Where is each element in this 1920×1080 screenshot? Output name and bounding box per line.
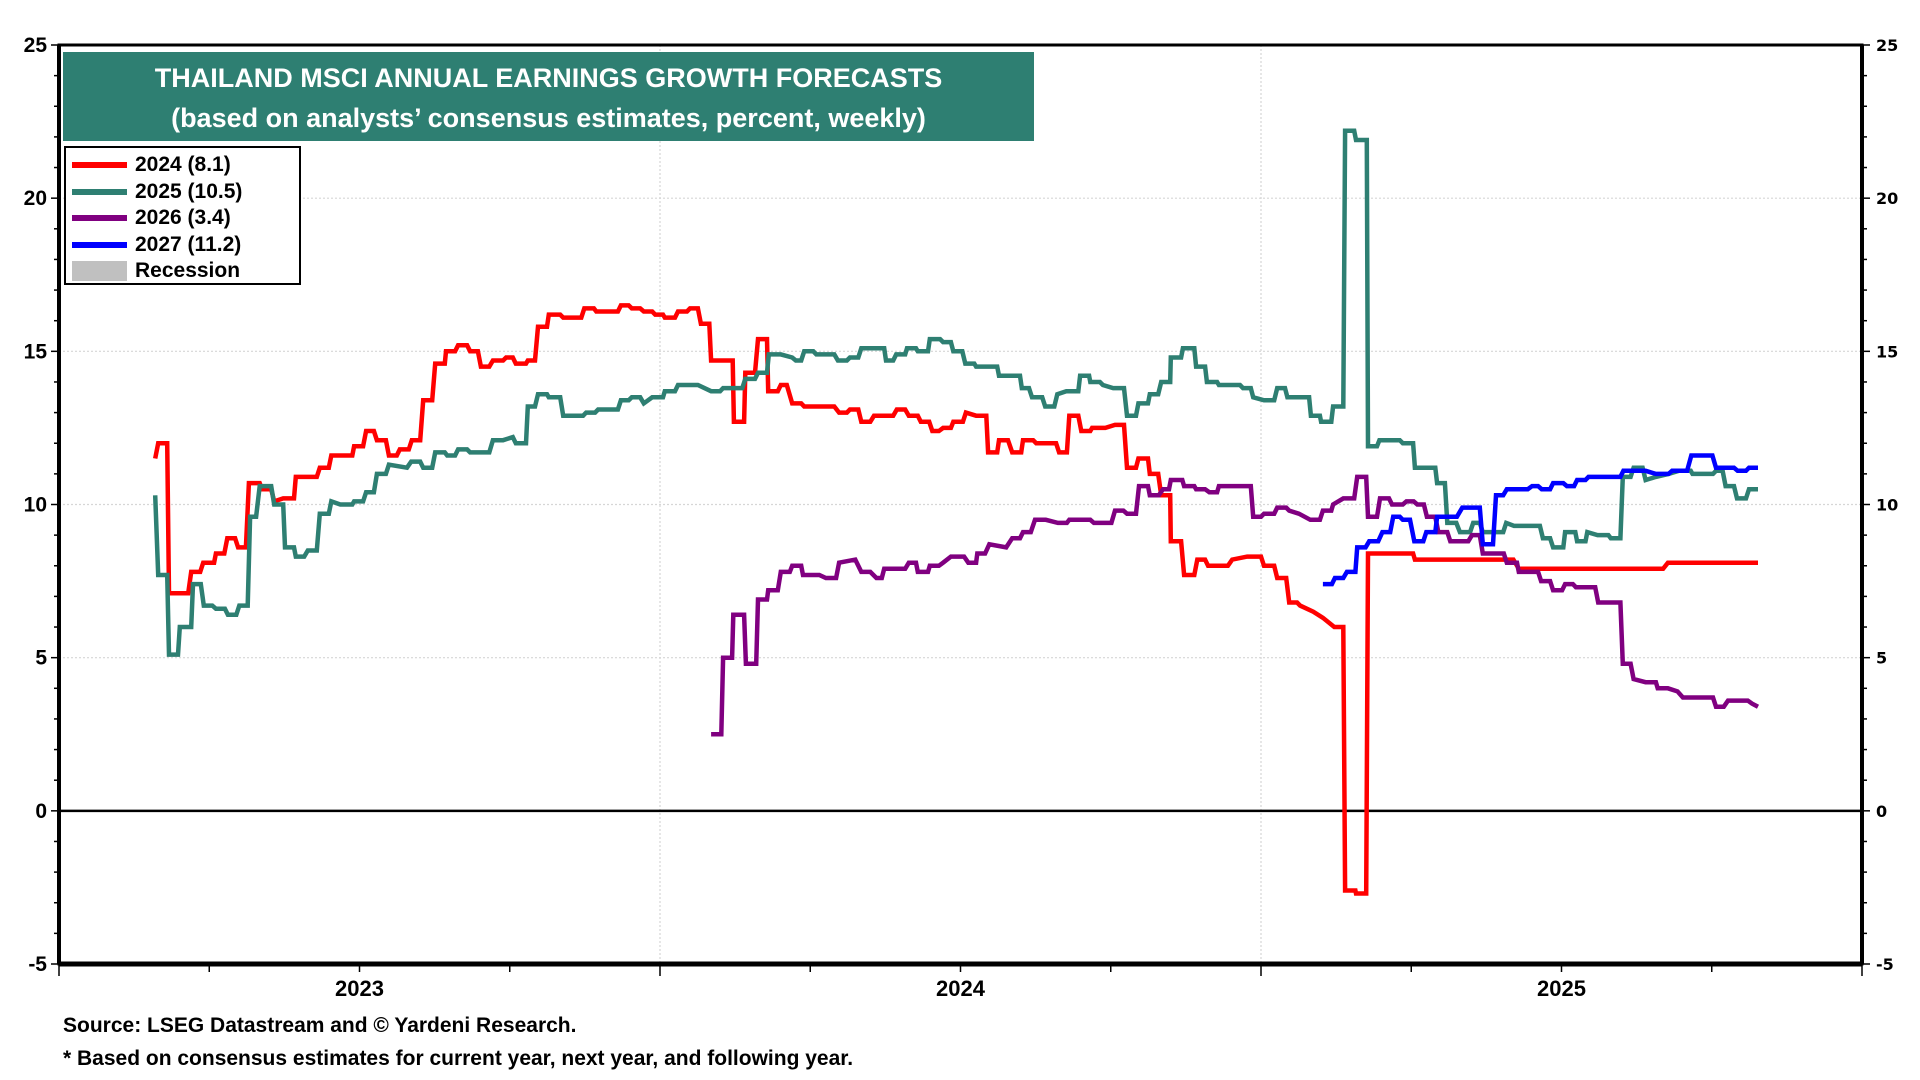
y-tick-label-right: 0 [1876,802,1887,821]
y-tick-label-right: -5 [1876,955,1894,974]
y-tick-label-right: 25 [1876,36,1898,55]
y-tick-label-right: 20 [1876,189,1898,208]
series-line-2026 [711,474,1760,737]
y-tick-label-right: 15 [1876,342,1898,361]
chart-title: THAILAND MSCI ANNUAL EARNINGS GROWTH FOR… [154,63,943,93]
legend-swatch-2026 [72,215,127,222]
legend-item-2026: 2026 (3.4) [72,205,299,232]
legend-swatch-2024 [72,162,127,169]
series-line-2027 [1322,453,1758,587]
legend-label-2025: 2025 (10.5) [135,179,243,203]
legend: 2024 (8.1) 2025 (10.5) 2026 (3.4) 2027 (… [64,146,301,285]
legend-label-2027: 2027 (11.2) [135,232,242,256]
y-tick-label-left: 15 [24,340,48,363]
y-tick-label-left: 0 [35,800,47,823]
series-line-2024 [152,303,1758,896]
x-tick-label-2023: 2023 [335,976,384,1001]
legend-item-recession: Recession [72,258,299,285]
x-tick-label-2024: 2024 [936,976,986,1001]
y-tick-label-right: 10 [1876,496,1898,515]
y-tick-label-left: 5 [35,647,47,670]
legend-swatch-2025 [72,188,127,195]
y-tick-label-right: 5 [1876,649,1887,668]
source-note: Source: LSEG Datastream and © Yardeni Re… [63,1014,577,1037]
x-axis-ticks: 2023 2024 2025 [58,964,1863,1001]
legend-item-2027: 2027 (11.2) [72,232,299,259]
legend-label-2024: 2024 (8.1) [135,153,231,177]
legend-swatch-recession [72,261,127,282]
chart-subtitle: (based on analysts’ consensus estimates,… [171,103,926,133]
legend-label-recession: Recession [135,259,241,283]
chart-title-box: THAILAND MSCI ANNUAL EARNINGS GROWTH FOR… [63,52,1034,141]
y-tick-label-left: 10 [24,494,47,517]
legend-item-2025: 2025 (10.5) [72,179,299,206]
footnote: * Based on consensus estimates for curre… [63,1047,854,1070]
y-axis-ticks: 25 25 20 20 15 15 10 10 5 5 0 0 -5 -5 [24,34,1899,976]
series-group [152,128,1760,896]
y-tick-label-left: -5 [28,953,47,976]
legend-label-2026: 2026 (3.4) [135,206,231,230]
x-tick-label-2025: 2025 [1537,976,1586,1001]
legend-swatch-2027 [72,241,127,248]
y-tick-label-left: 20 [24,187,47,210]
y-tick-label-left: 25 [24,34,48,57]
legend-item-2024: 2024 (8.1) [72,152,299,179]
series-line-2025 [152,128,1758,657]
